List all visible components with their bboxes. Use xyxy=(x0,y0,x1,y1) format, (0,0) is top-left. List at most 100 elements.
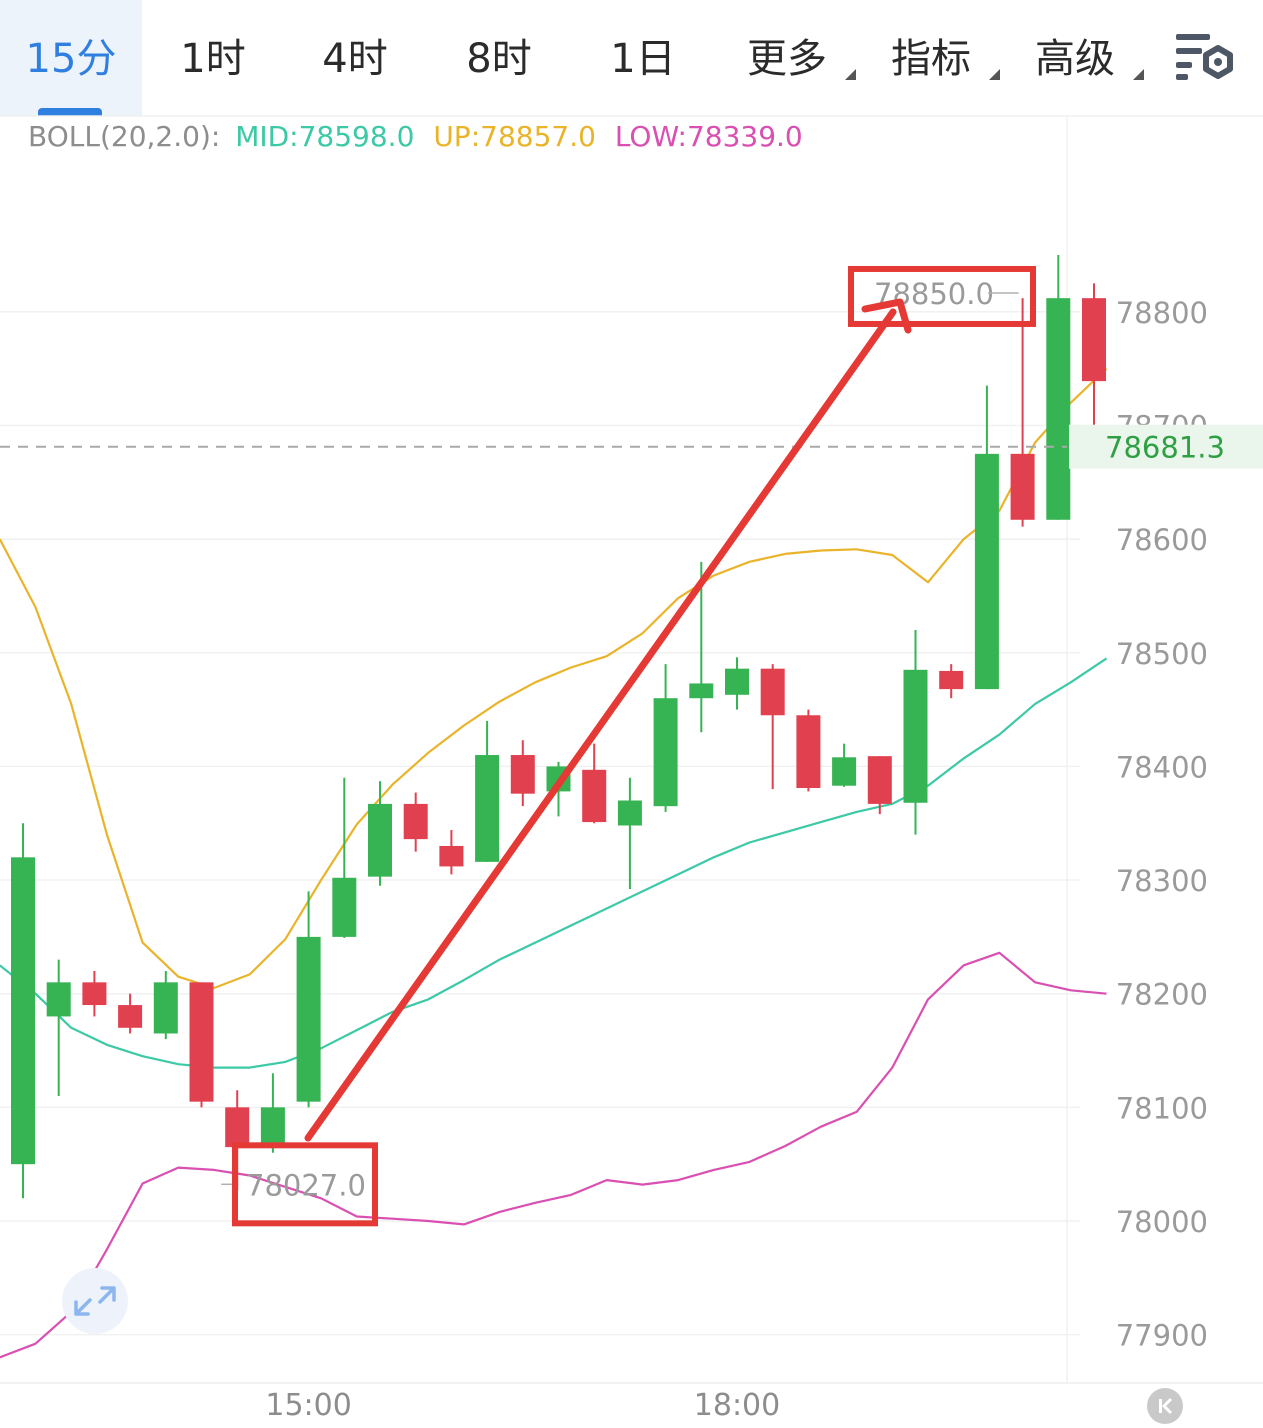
caret-down-icon xyxy=(845,69,856,80)
candle-body xyxy=(1010,453,1035,520)
indicator-dropdown-label: 指标 xyxy=(891,36,971,82)
tab-4h-label: 4时 xyxy=(322,36,388,82)
advanced-dropdown-label: 高级 xyxy=(1035,36,1115,82)
candle xyxy=(225,1090,250,1191)
candle-body xyxy=(225,1107,250,1148)
candle xyxy=(82,970,107,1017)
y-tick-label: 78200 xyxy=(1116,978,1208,1012)
candles xyxy=(11,254,1106,1199)
candle xyxy=(11,823,35,1199)
candle-body xyxy=(332,877,357,937)
candle-body xyxy=(974,453,999,690)
y-tick-label: 78100 xyxy=(1116,1091,1208,1125)
tab-4h[interactable]: 4时 xyxy=(284,0,426,116)
tab-8h[interactable]: 8时 xyxy=(428,0,570,116)
back-to-latest-button[interactable] xyxy=(1147,1388,1183,1424)
trend-arrow-annotation xyxy=(304,298,912,1142)
more-dropdown-label: 更多 xyxy=(747,36,827,82)
timeframe-tab-bar: 15分 1时 4时 8时 1日 更多 指标 高级 xyxy=(0,0,1263,116)
candle-body xyxy=(475,755,500,862)
candle xyxy=(1010,298,1035,527)
boll-up-line xyxy=(0,367,1108,990)
boll-name: BOLL(20,2.0): xyxy=(28,120,221,153)
y-tick-label: 78500 xyxy=(1116,637,1208,671)
grid-lines xyxy=(0,115,1263,1384)
expand-icon xyxy=(74,1286,116,1316)
candle xyxy=(1082,283,1106,426)
caret-down-icon xyxy=(1133,69,1144,80)
candle-body xyxy=(689,683,714,699)
candle-body xyxy=(296,936,321,1102)
candle xyxy=(725,657,749,710)
y-tick-label: 78400 xyxy=(1116,750,1208,784)
advanced-dropdown[interactable]: 高级 xyxy=(1004,0,1146,116)
x-axis-labels: 15:00 18:00 xyxy=(265,1388,780,1423)
candle-body xyxy=(153,982,178,1034)
candle-body xyxy=(403,803,428,840)
last-price-tag xyxy=(1069,424,1263,469)
back-to-latest-icon xyxy=(1159,1397,1173,1415)
high-marker-highlight-box xyxy=(848,265,1036,327)
candle xyxy=(46,959,71,1096)
more-dropdown[interactable]: 更多 xyxy=(716,0,858,116)
candle-body xyxy=(118,1005,143,1028)
y-tick-label: 78600 xyxy=(1116,523,1208,557)
candle-body xyxy=(725,668,749,695)
last-price-label: 78681.3 xyxy=(1105,431,1225,465)
candle xyxy=(475,720,500,862)
candle-body xyxy=(867,756,892,804)
candle xyxy=(867,756,892,815)
active-tab-indicator xyxy=(38,108,102,116)
candle-body xyxy=(617,800,642,826)
tab-8h-label: 8时 xyxy=(466,36,532,82)
candle xyxy=(332,777,357,939)
candle-body xyxy=(939,670,964,690)
candle-body xyxy=(46,982,71,1017)
candle xyxy=(582,743,607,824)
candle-body xyxy=(11,857,35,1165)
candle xyxy=(617,777,642,890)
indicator-dropdown[interactable]: 指标 xyxy=(860,0,1002,116)
candle-body xyxy=(796,715,821,788)
candle xyxy=(939,664,964,699)
x-tick-label: 18:00 xyxy=(694,1388,780,1423)
tab-1h-label: 1时 xyxy=(180,36,246,82)
candle xyxy=(510,740,535,807)
expand-button[interactable] xyxy=(62,1268,128,1334)
candle xyxy=(368,781,392,886)
boll-bands xyxy=(0,367,1108,1359)
candle-body xyxy=(82,982,107,1006)
y-tick-label: 77900 xyxy=(1116,1319,1208,1353)
tab-1d[interactable]: 1日 xyxy=(572,0,714,116)
candle-body xyxy=(582,769,607,823)
tab-1h[interactable]: 1时 xyxy=(142,0,284,116)
boll-up-value: UP:78857.0 xyxy=(433,120,596,153)
y-tick-label: 78000 xyxy=(1116,1205,1208,1239)
candle xyxy=(653,664,678,812)
candle-body xyxy=(260,1107,285,1148)
boll-mid-value: MID:78598.0 xyxy=(235,120,415,153)
candle xyxy=(760,664,785,790)
candle xyxy=(689,561,714,733)
candle-body xyxy=(1082,298,1106,382)
chart-settings-button[interactable] xyxy=(1170,30,1236,86)
last-price-line: 78681.3 xyxy=(0,424,1263,469)
candle xyxy=(903,630,928,835)
candle xyxy=(189,982,214,1108)
candle xyxy=(296,891,321,1108)
candle-body xyxy=(510,755,535,794)
tab-15m-label: 15分 xyxy=(25,36,117,82)
candle-body xyxy=(653,698,678,807)
trend-arrow-shaft xyxy=(304,308,897,1142)
candle-body xyxy=(189,982,214,1102)
candle xyxy=(1046,254,1071,520)
tab-15m[interactable]: 15分 xyxy=(0,0,142,116)
candle xyxy=(153,970,178,1040)
candle-body xyxy=(903,669,928,803)
low-price-marker: 78027.0 xyxy=(246,1168,366,1202)
candle-body xyxy=(832,757,857,786)
boll-indicator-legend: BOLL(20,2.0): MID:78598.0 UP:78857.0 LOW… xyxy=(28,120,813,153)
candle-body xyxy=(368,803,392,877)
candle xyxy=(439,830,464,875)
